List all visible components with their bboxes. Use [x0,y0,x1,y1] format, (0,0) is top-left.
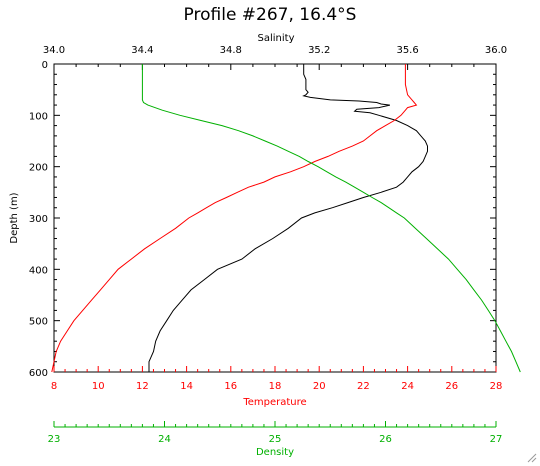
resize-grip-icon[interactable] [525,451,537,463]
depth-axis: 0 100 200 300 400 500 600 [29,60,496,379]
temperature-tick-label: 26 [445,381,458,392]
chart-title: Profile #267, 16.4°S [184,5,357,25]
density-tick-label: 26 [379,434,392,445]
temperature-tick-label: 20 [313,381,326,392]
series-lines [51,64,521,373]
temperature-axis-label: Temperature [242,397,306,408]
depth-tick-label: 200 [29,163,48,174]
density-tick-label: 27 [490,434,503,445]
temperature-tick-label: 24 [401,381,414,392]
density-tick-label: 25 [269,434,282,445]
depth-tick-label: 500 [29,317,48,328]
salinity-tick-label: 34.0 [43,45,65,56]
temperature-tick-label: 10 [92,381,105,392]
temperature-tick-label: 8 [51,381,57,392]
density-axis-label: Density [256,447,294,458]
salinity-tick-label: 34.8 [220,45,242,56]
depth-tick-label: 100 [29,111,48,122]
temperature-line [51,64,418,373]
temperature-tick-label: 28 [490,381,503,392]
depth-axis-label: Depth (m) [9,192,20,243]
temperature-tick-label: 12 [136,381,149,392]
density-tick-label: 23 [48,434,61,445]
salinity-tick-label: 36.0 [485,45,507,56]
density-axis: 23 24 25 26 27 [48,421,503,445]
density-line [141,64,521,373]
temperature-axis: 8 10 12 14 16 18 20 22 24 26 28 [51,366,503,392]
depth-tick-label: 600 [29,368,48,379]
plot-frame [53,63,497,373]
depth-tick-label: 0 [42,60,48,71]
salinity-line [148,64,428,372]
temperature-tick-label: 16 [224,381,237,392]
salinity-axis-label: Salinity [258,33,295,44]
salinity-tick-label: 35.2 [308,45,330,56]
temperature-tick-label: 18 [269,381,282,392]
depth-tick-label: 400 [29,265,48,276]
salinity-axis: 34.0 34.4 34.8 35.2 35.6 36.0 [43,45,507,70]
temperature-tick-label: 14 [180,381,193,392]
salinity-tick-label: 34.4 [131,45,153,56]
salinity-tick-label: 35.6 [396,45,418,56]
density-tick-label: 24 [158,434,171,445]
plot-border [53,63,497,373]
temperature-tick-label: 22 [357,381,370,392]
depth-tick-label: 300 [29,214,48,225]
